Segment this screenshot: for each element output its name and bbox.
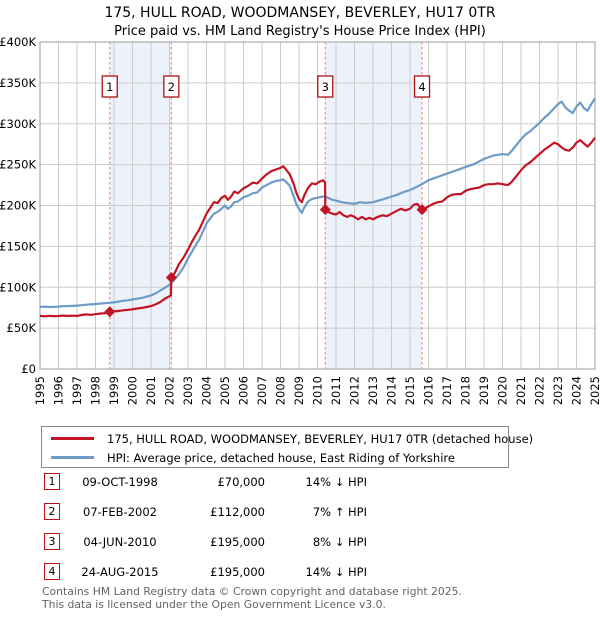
sale-number-badge: 3 xyxy=(44,533,60,550)
svg-text:£200K: £200K xyxy=(0,199,36,213)
sale-price: £112,000 xyxy=(210,505,265,519)
svg-text:2021: 2021 xyxy=(514,376,528,405)
svg-text:2020: 2020 xyxy=(496,376,510,405)
hpi-line-swatch xyxy=(51,456,94,459)
svg-text:2022: 2022 xyxy=(533,376,547,405)
svg-text:2011: 2011 xyxy=(329,376,343,405)
svg-text:2023: 2023 xyxy=(551,376,565,405)
svg-text:2009: 2009 xyxy=(292,376,306,405)
sale-point-markers xyxy=(104,204,428,318)
page-subtitle: Price paid vs. HM Land Registry's House … xyxy=(114,24,486,39)
svg-text:2000: 2000 xyxy=(126,376,140,405)
footer-line-1: Contains HM Land Registry data © Crown c… xyxy=(42,585,462,598)
footer-line-2: This data is licensed under the Open Gov… xyxy=(42,597,386,611)
sale-number-badge: 4 xyxy=(44,563,60,580)
svg-text:4: 4 xyxy=(418,80,425,94)
sale-date: 04-JUN-2010 xyxy=(83,535,157,549)
svg-text:2017: 2017 xyxy=(440,376,454,405)
sale-row-4: 4 24-AUG-2015 £195,000 14% ↓ HPI xyxy=(0,563,600,581)
svg-text:2010: 2010 xyxy=(311,376,325,405)
svg-text:£100K: £100K xyxy=(0,280,36,294)
svg-text:2006: 2006 xyxy=(237,376,251,405)
sale-vs-hpi: 14% ↓ HPI xyxy=(305,565,367,579)
svg-text:2002: 2002 xyxy=(163,376,177,405)
sale-price: £195,000 xyxy=(210,535,265,549)
svg-text:1999: 1999 xyxy=(107,376,121,405)
sale-vs-hpi: 7% ↑ HPI xyxy=(312,505,367,519)
chart-legend: 175, HULL ROAD, WOODMANSEY, BEVERLEY, HU… xyxy=(41,426,533,468)
svg-text:£250K: £250K xyxy=(0,158,36,172)
sale-number-badge: 1 xyxy=(44,473,60,490)
svg-text:2024: 2024 xyxy=(570,376,584,405)
svg-text:2015: 2015 xyxy=(403,376,417,405)
sale-vs-hpi: 14% ↓ HPI xyxy=(305,475,367,489)
svg-text:2018: 2018 xyxy=(459,376,473,405)
svg-text:£0: £0 xyxy=(21,362,36,376)
price-paid-line xyxy=(39,136,596,318)
svg-text:2004: 2004 xyxy=(200,376,214,405)
svg-text:1995: 1995 xyxy=(33,376,47,405)
page-title: 175, HULL ROAD, WOODMANSEY, BEVERLEY, HU… xyxy=(104,5,496,21)
svg-text:1: 1 xyxy=(106,80,113,94)
sale-date: 07-FEB-2002 xyxy=(83,505,157,519)
sale-date: 24-AUG-2015 xyxy=(81,565,159,579)
svg-text:2001: 2001 xyxy=(144,376,158,405)
legend-label-hpi: HPI: Average price, detached house, East… xyxy=(107,450,455,465)
price-line-swatch xyxy=(51,437,94,440)
sale-row-2: 2 07-FEB-2002 £112,000 7% ↑ HPI xyxy=(0,503,600,521)
svg-text:2012: 2012 xyxy=(348,376,362,405)
svg-text:£150K: £150K xyxy=(0,239,36,253)
svg-text:2014: 2014 xyxy=(385,376,399,405)
svg-text:2003: 2003 xyxy=(181,376,195,405)
svg-text:2019: 2019 xyxy=(477,376,491,405)
copyright-footer: Contains HM Land Registry data © Crown c… xyxy=(42,585,462,611)
svg-text:3: 3 xyxy=(322,80,329,94)
legend-label-price: 175, HULL ROAD, WOODMANSEY, BEVERLEY, HU… xyxy=(107,431,534,446)
hpi-line xyxy=(39,97,596,309)
svg-text:2016: 2016 xyxy=(422,376,436,405)
svg-text:2025: 2025 xyxy=(588,376,600,405)
svg-text:1998: 1998 xyxy=(89,376,103,405)
svg-text:2007: 2007 xyxy=(255,376,269,405)
legend-entry-hpi: HPI: Average price, detached house, East… xyxy=(42,448,508,467)
sale-number-badge: 2 xyxy=(44,503,60,520)
sale-number-boxes: 1 2 3 4 xyxy=(101,75,431,98)
svg-text:2013: 2013 xyxy=(366,376,380,405)
price-chart: 1 2 3 4 £0 £50K £100K £150K £200K £250K £300K £350K… xyxy=(0,35,600,405)
svg-text:£50K: £50K xyxy=(7,321,37,335)
legend-entry-price: 175, HULL ROAD, WOODMANSEY, BEVERLEY, HU… xyxy=(42,429,533,448)
svg-text:£300K: £300K xyxy=(0,117,36,131)
sale-price: £195,000 xyxy=(210,565,265,579)
price-chart-svg: 1 2 3 4 £0 £50K £100K £150K £200K £250K £300K £350K… xyxy=(0,35,600,405)
svg-text:2005: 2005 xyxy=(218,376,232,405)
svg-text:£350K: £350K xyxy=(0,76,36,90)
svg-text:£400K: £400K xyxy=(0,35,36,49)
plot-border xyxy=(39,41,596,370)
svg-text:1996: 1996 xyxy=(52,376,66,405)
svg-text:2008: 2008 xyxy=(274,376,288,405)
y-axis-labels: £0 £50K £100K £150K £200K £250K £300K £350K £400… xyxy=(0,35,36,376)
sale-row-3: 3 04-JUN-2010 £195,000 8% ↓ HPI xyxy=(0,533,600,551)
sale-row-1: 1 09-OCT-1998 £70,000 14% ↓ HPI xyxy=(0,473,600,491)
sale-date: 09-OCT-1998 xyxy=(82,475,158,489)
sale-vs-hpi: 8% ↓ HPI xyxy=(312,535,367,549)
svg-text:2: 2 xyxy=(168,80,175,94)
sale-price: £70,000 xyxy=(217,475,265,489)
x-axis-labels: 1995 1996 1997 1998 1999 2000 2001 2002 2003 2004… xyxy=(33,376,600,405)
svg-text:1997: 1997 xyxy=(70,376,84,405)
